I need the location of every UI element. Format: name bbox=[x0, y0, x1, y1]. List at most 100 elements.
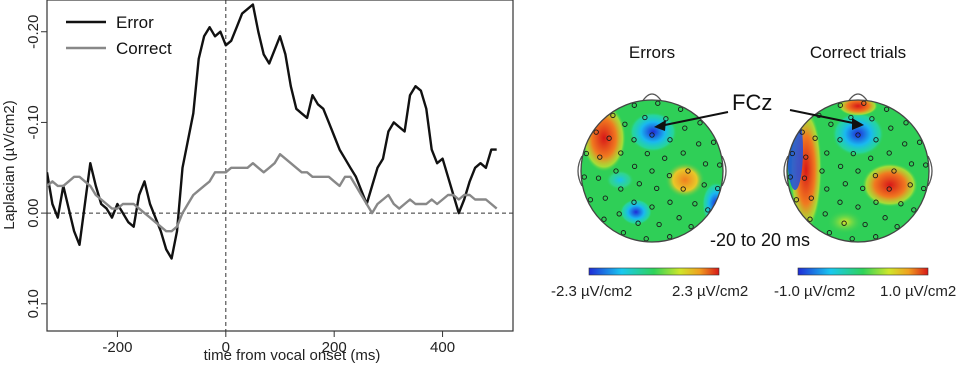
electrode-dot bbox=[680, 186, 686, 192]
electrode-dot bbox=[907, 182, 913, 188]
electrode-dot bbox=[824, 150, 830, 156]
electrode-dot bbox=[622, 121, 628, 127]
electrode-dot bbox=[837, 199, 843, 205]
electrode-dot bbox=[606, 135, 612, 141]
electrode-dot bbox=[677, 106, 684, 112]
electrode-dot bbox=[873, 234, 879, 240]
electrode-dot bbox=[685, 168, 691, 174]
legend: Error Correct bbox=[66, 13, 172, 58]
electrode-dot bbox=[587, 197, 594, 203]
electrode-dot bbox=[911, 207, 917, 213]
electrode-dot bbox=[898, 201, 904, 207]
electrode-dot bbox=[886, 186, 892, 192]
electrode-dot bbox=[667, 234, 673, 240]
electrode-dot bbox=[807, 216, 813, 222]
electrode-dot bbox=[812, 135, 818, 141]
electrode-dot bbox=[872, 172, 879, 179]
electrode-dot bbox=[908, 161, 915, 167]
electrode-dot bbox=[702, 161, 709, 167]
electrode-dot bbox=[610, 112, 616, 119]
electrode-dot bbox=[649, 168, 655, 174]
electrode-dot bbox=[644, 150, 650, 157]
electrode-dot bbox=[593, 129, 599, 135]
electrode-dot bbox=[826, 230, 833, 236]
electrode-dot bbox=[849, 236, 855, 242]
electrode-dot bbox=[631, 163, 638, 170]
electrode-dot bbox=[803, 154, 809, 160]
electrode-dot bbox=[855, 168, 861, 174]
electrode-dot bbox=[688, 223, 694, 230]
electrode-dot bbox=[837, 137, 843, 143]
y-tick-label: 0.00 bbox=[25, 199, 42, 228]
electrode-dot bbox=[649, 204, 655, 210]
colorbar-correct-max: 1.0 µV/cm2 bbox=[880, 283, 956, 300]
y-tick-label: -0.10 bbox=[25, 105, 42, 139]
electrode-dot bbox=[837, 163, 844, 170]
electrode-dot bbox=[701, 182, 707, 188]
x-tick-label: -200 bbox=[102, 339, 132, 356]
electrode-dot bbox=[894, 223, 900, 230]
x-tick-label: 200 bbox=[322, 339, 347, 356]
electrode-dot bbox=[789, 150, 795, 157]
electrode-dot bbox=[601, 216, 607, 222]
colorbar-correct-min: -1.0 µV/cm2 bbox=[774, 283, 855, 300]
x-tick-label: 0 bbox=[222, 339, 230, 356]
electrode-dot bbox=[667, 137, 673, 143]
electrode-dot bbox=[850, 150, 856, 157]
electrode-dot bbox=[682, 125, 688, 131]
y-tick-label: -0.20 bbox=[25, 15, 42, 49]
x-axis-title: time from vocal onset (ms) bbox=[204, 347, 381, 364]
fcz-callout: FCz bbox=[654, 90, 864, 131]
colorbar-errors bbox=[588, 267, 720, 276]
electrode-dot bbox=[862, 221, 868, 228]
colorbar-errors-min: -2.3 µV/cm2 bbox=[551, 283, 632, 300]
electrode-dots-errors bbox=[581, 100, 723, 242]
electrode-dot bbox=[680, 150, 686, 156]
electrode-dot bbox=[923, 162, 929, 168]
electrode-dot bbox=[717, 162, 723, 168]
series-line-correct bbox=[47, 153, 498, 233]
electrode-dot bbox=[616, 211, 622, 217]
electrode-dot bbox=[793, 197, 800, 203]
electrode-dot bbox=[643, 236, 649, 242]
arrowhead-icon bbox=[654, 120, 666, 131]
electrode-dot bbox=[873, 199, 879, 205]
electrode-dot bbox=[828, 121, 834, 127]
electrode-dot bbox=[618, 150, 624, 156]
electrode-dot bbox=[819, 168, 825, 174]
electrode-dots-correct bbox=[787, 100, 929, 242]
electrode-dot bbox=[837, 102, 843, 108]
electrode-dot bbox=[656, 221, 662, 228]
electrode-dot bbox=[886, 150, 892, 156]
electrode-dot bbox=[666, 172, 673, 179]
y-axis-title: Laplacian (µV/cm2) bbox=[1, 100, 18, 230]
electrode-dot bbox=[649, 132, 655, 138]
electrode-dot bbox=[655, 100, 661, 106]
electrode-dot bbox=[808, 195, 814, 201]
electrode-dot bbox=[631, 137, 637, 143]
topomap-correct: Correct trials bbox=[783, 43, 933, 243]
electrode-dot bbox=[642, 114, 648, 121]
electrode-dot bbox=[697, 120, 703, 126]
electrode-dot bbox=[873, 137, 879, 143]
legend-label-correct: Correct bbox=[116, 39, 172, 58]
electrode-dot bbox=[841, 220, 847, 226]
electrode-dot bbox=[882, 215, 888, 221]
electrode-dot bbox=[903, 120, 909, 126]
electrode-dot bbox=[801, 175, 808, 181]
series-lines bbox=[47, 3, 498, 260]
electrode-dot bbox=[848, 114, 854, 121]
time-window-label: -20 to 20 ms bbox=[710, 230, 810, 250]
electrode-dot bbox=[618, 186, 624, 192]
head-outline-correct bbox=[786, 99, 930, 243]
electrode-dot bbox=[595, 175, 602, 181]
arrowhead-icon bbox=[852, 118, 864, 130]
topomap-correct-title: Correct trials bbox=[810, 43, 906, 62]
electrode-dot bbox=[581, 174, 587, 180]
electrode-dot bbox=[891, 168, 897, 174]
electrode-dot bbox=[888, 125, 894, 131]
fcz-arrow-left bbox=[659, 111, 729, 127]
electrode-dot bbox=[696, 141, 702, 147]
color-scale-correct: -1.0 µV/cm2 1.0 µV/cm2 bbox=[774, 267, 956, 300]
